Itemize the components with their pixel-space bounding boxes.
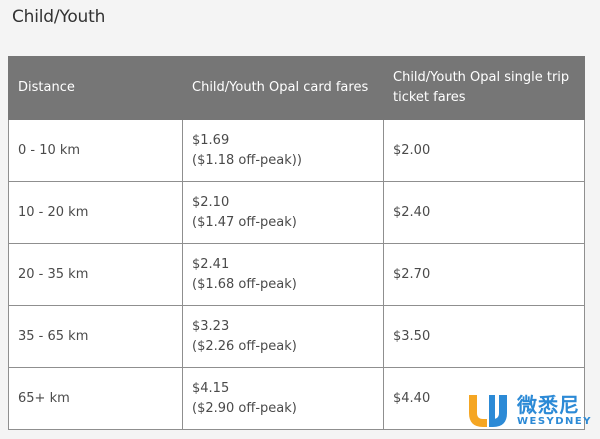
page-title: Child/Youth: [12, 7, 106, 27]
table-row: 0 - 10 km $1.69 ($1.18 off-peak)) $2.00: [8, 119, 585, 182]
watermark-text: 微悉尼 WESYDNEY: [517, 394, 592, 428]
opal-fare: $2.41: [192, 256, 230, 272]
opal-offpeak-fare: ($1.68 off-peak): [192, 276, 297, 292]
table-header-row: Distance Child/Youth Opal card fares Chi…: [8, 56, 585, 120]
single-fare-cell: $2.40: [383, 181, 585, 244]
opal-fare: $1.69: [192, 132, 230, 148]
opal-offpeak-fare: ($2.90 off-peak): [192, 400, 297, 416]
watermark-chinese: 微悉尼: [516, 393, 580, 417]
opal-offpeak-fare: ($1.18 off-peak)): [192, 152, 302, 168]
opal-fare-cell: $1.69 ($1.18 off-peak)): [182, 119, 384, 182]
wesydney-watermark: 微悉尼 WESYDNEY: [465, 391, 592, 431]
opal-fare-cell: $2.10 ($1.47 off-peak): [182, 181, 384, 244]
opal-fare: $4.15: [192, 380, 230, 396]
opal-fare-cell: $3.23 ($2.26 off-peak): [182, 305, 384, 368]
distance-cell: 20 - 35 km: [8, 243, 183, 306]
opal-fare-cell: $2.41 ($1.68 off-peak): [182, 243, 384, 306]
header-distance: Distance: [8, 56, 183, 120]
single-fare-cell: $2.70: [383, 243, 585, 306]
opal-fare: $2.10: [192, 194, 230, 210]
fare-table: Distance Child/Youth Opal card fares Chi…: [8, 56, 585, 430]
header-opal-card-fares: Child/Youth Opal card fares: [182, 56, 384, 120]
distance-cell: 65+ km: [8, 367, 183, 430]
watermark-english: WESYDNEY: [516, 416, 592, 427]
opal-fare: $3.23: [192, 318, 230, 334]
wesydney-u-logo-icon: [468, 395, 507, 427]
single-fare-cell: $3.50: [383, 305, 585, 368]
single-fare-cell: $2.00: [383, 119, 585, 182]
distance-cell: 10 - 20 km: [8, 181, 183, 244]
table-row: 65+ km $4.15 ($2.90 off-peak) $4.40: [8, 367, 585, 430]
table-row: 10 - 20 km $2.10 ($1.47 off-peak) $2.40: [8, 181, 585, 244]
opal-offpeak-fare: ($2.26 off-peak): [192, 338, 297, 354]
table-row: 20 - 35 km $2.41 ($1.68 off-peak) $2.70: [8, 243, 585, 306]
distance-cell: 0 - 10 km: [8, 119, 183, 182]
distance-cell: 35 - 65 km: [8, 305, 183, 368]
table-row: 35 - 65 km $3.23 ($2.26 off-peak) $3.50: [8, 305, 585, 368]
header-single-trip-fares: Child/Youth Opal single trip ticket fare…: [383, 56, 585, 120]
opal-offpeak-fare: ($1.47 off-peak): [192, 214, 297, 230]
opal-fare-cell: $4.15 ($2.90 off-peak): [182, 367, 384, 430]
